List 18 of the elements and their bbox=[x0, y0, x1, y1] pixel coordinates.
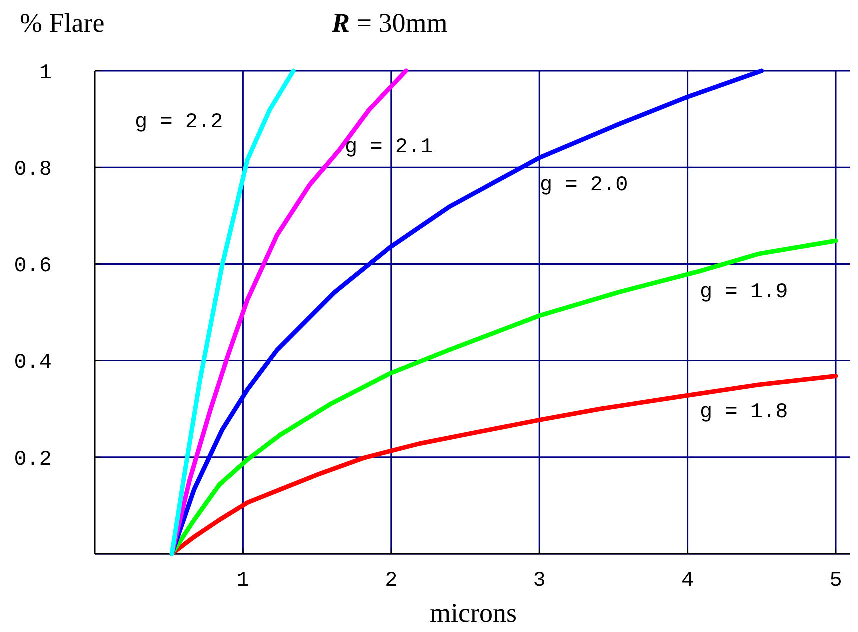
x-tick-label: 5 bbox=[830, 570, 842, 593]
series-label: g = 2.1 bbox=[345, 136, 434, 160]
y-tick-label: 0.2 bbox=[14, 448, 52, 472]
y-axis-title: % Flare bbox=[20, 8, 105, 38]
y-tick-label: 0.4 bbox=[14, 352, 52, 376]
x-tick-label: 3 bbox=[533, 570, 546, 593]
y-tick-label: 0.8 bbox=[14, 158, 52, 182]
x-tick-label: 1 bbox=[236, 570, 250, 593]
x-axis-title: microns bbox=[430, 598, 517, 628]
series-label: g = 2.0 bbox=[540, 174, 628, 198]
series-label: g = 1.9 bbox=[700, 281, 788, 304]
x-tick-label: 2 bbox=[385, 570, 398, 593]
series-label: g = 1.8 bbox=[700, 401, 788, 424]
chart-title: R = 30mm bbox=[331, 8, 448, 38]
y-tick-label: 0.6 bbox=[14, 256, 52, 279]
y-tick-label: 1 bbox=[39, 62, 52, 86]
x-tick-label: 4 bbox=[681, 570, 694, 593]
series-label: g = 2.2 bbox=[135, 111, 224, 134]
